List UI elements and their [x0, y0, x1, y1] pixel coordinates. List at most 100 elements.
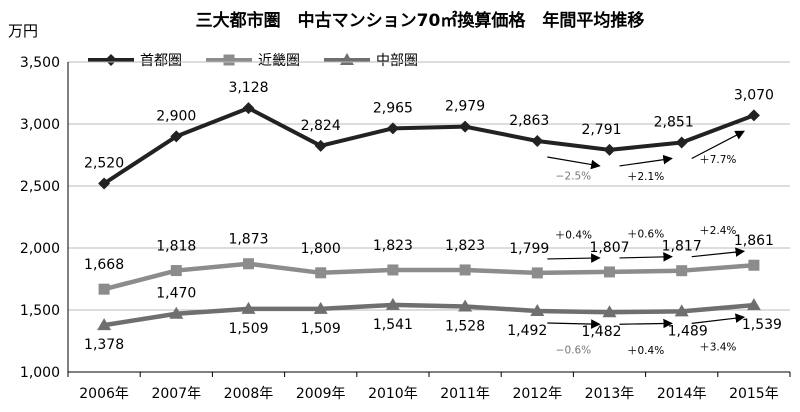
series-1: 2,520 2,900 3,128 2,824 2,965 2,979 2,863 2,791…: [84, 80, 774, 190]
point-diamond: [98, 177, 111, 190]
data-label: 2,851: [654, 114, 694, 130]
legend-item: 中部圏: [324, 53, 418, 69]
series-line: [103, 302, 755, 328]
point-diamond: [603, 143, 616, 156]
point-diamond: [105, 54, 117, 66]
x-tick-label: 2014年: [657, 386, 707, 402]
change-annotation: −0.6%: [547, 319, 601, 357]
data-label: 1,492: [507, 323, 547, 339]
data-label: 1,817: [662, 239, 702, 255]
data-label: 1,509: [228, 321, 268, 337]
point-diamond: [242, 102, 255, 115]
y-tick-label: 2,500: [20, 179, 60, 195]
change-arrow: [691, 313, 746, 324]
data-label: 1,509: [301, 321, 341, 337]
point-diamond: [459, 120, 472, 133]
data-label: 1,539: [742, 317, 782, 333]
data-label: 2,863: [509, 113, 549, 129]
series-line: [103, 106, 755, 186]
series-line: [103, 261, 755, 292]
y-axis-unit-label: 万円: [8, 22, 38, 40]
point-triangle: [602, 305, 617, 318]
change-arrow: [547, 253, 601, 263]
point-square: [98, 283, 110, 295]
x-tick-label: 2011年: [440, 386, 490, 402]
data-label: 2,965: [373, 100, 413, 116]
series-3: 1,378 1,470 1,509 1,509 1,541 1,528 1,492 1,482…: [84, 286, 782, 353]
change-percent-label: ＋0.4%: [627, 345, 664, 357]
point-square: [748, 259, 760, 271]
y-tick-label: 1,000: [20, 365, 60, 381]
change-annotation: ＋0.4%: [619, 318, 673, 357]
legend-label: 首都圏: [140, 53, 182, 69]
point-square: [170, 265, 182, 277]
point-triangle: [169, 306, 184, 319]
data-label: 1,823: [445, 238, 485, 254]
point-diamond: [531, 134, 544, 147]
y-tick-label: 1,500: [20, 303, 60, 319]
point-square: [459, 264, 471, 276]
change-percent-label: ＋3.4%: [699, 341, 736, 353]
change-percent-label: ＋0.6%: [627, 228, 664, 240]
data-label: 1,800: [301, 241, 341, 257]
change-arrow: [691, 247, 746, 258]
data-label: 1,489: [668, 323, 708, 339]
data-label: 1,668: [84, 257, 124, 273]
axes: 1,000 1,500 2,000 2,500 3,000 3,500 2006年 2007年…: [20, 55, 791, 402]
point-triangle: [97, 318, 112, 331]
point-diamond: [314, 139, 327, 152]
data-label: 1,823: [373, 238, 413, 254]
x-tick-label: 2012年: [512, 386, 562, 402]
x-tick-label: 2010年: [368, 386, 418, 402]
x-tick-label: 2008年: [224, 386, 274, 402]
change-annotation: ＋2.4%: [691, 225, 746, 258]
legend-item: 近畿圏: [206, 53, 300, 69]
point-diamond: [170, 130, 183, 143]
x-tick-label: 2015年: [729, 386, 779, 402]
point-square: [315, 267, 327, 279]
point-square: [604, 266, 615, 278]
legend-label: 近畿圏: [258, 53, 300, 69]
data-label: 1,861: [734, 233, 774, 249]
x-tick-label: 2006年: [79, 386, 129, 402]
change-percent-label: ＋7.7%: [699, 154, 736, 166]
data-label: 1,378: [84, 337, 124, 353]
data-label: 3,070: [734, 87, 774, 103]
change-arrow: [547, 319, 601, 329]
legend: 首都圏 近畿圏 中部圏: [88, 53, 418, 69]
change-annotations: −2.5% ＋2.1% ＋7.7% ＋0.4% ＋0.6% ＋2.4% −0.6% ＋0.4%…: [547, 130, 746, 357]
point-triangle: [674, 304, 689, 317]
data-label: 1,799: [509, 241, 549, 257]
x-tick-label: 2009年: [296, 386, 346, 402]
data-label: 1,482: [581, 324, 621, 340]
data-label: 1,470: [156, 286, 196, 302]
data-label: 1,807: [589, 240, 629, 256]
y-tick-label: 3,500: [20, 55, 60, 71]
point-triangle: [746, 298, 761, 311]
data-label: 2,900: [156, 108, 196, 124]
change-arrow: [619, 318, 673, 329]
data-label: 1,528: [445, 319, 485, 335]
point-triangle: [530, 303, 545, 316]
change-percent-label: −2.5%: [556, 170, 591, 182]
data-label: 1,818: [156, 239, 196, 255]
change-annotation: ＋2.1%: [619, 154, 673, 183]
point-triangle: [241, 301, 256, 314]
change-percent-label: −0.6%: [556, 345, 591, 357]
series-layer: 2,520 2,900 3,128 2,824 2,965 2,979 2,863 2,791…: [84, 80, 782, 353]
change-arrow: [691, 130, 745, 160]
point-square: [387, 264, 399, 276]
change-arrow: [547, 156, 601, 170]
data-label: 1,541: [373, 317, 413, 333]
x-tick-label: 2007年: [151, 386, 201, 402]
gridlines: [68, 61, 790, 311]
data-label: 2,824: [301, 118, 341, 134]
point-square: [243, 258, 254, 270]
legend-label: 中部圏: [376, 53, 418, 69]
x-tick-label: 2013年: [585, 386, 635, 402]
data-label: 2,979: [445, 99, 485, 115]
data-label: 2,791: [581, 122, 621, 138]
point-square: [531, 267, 543, 279]
point-triangle: [385, 297, 400, 310]
